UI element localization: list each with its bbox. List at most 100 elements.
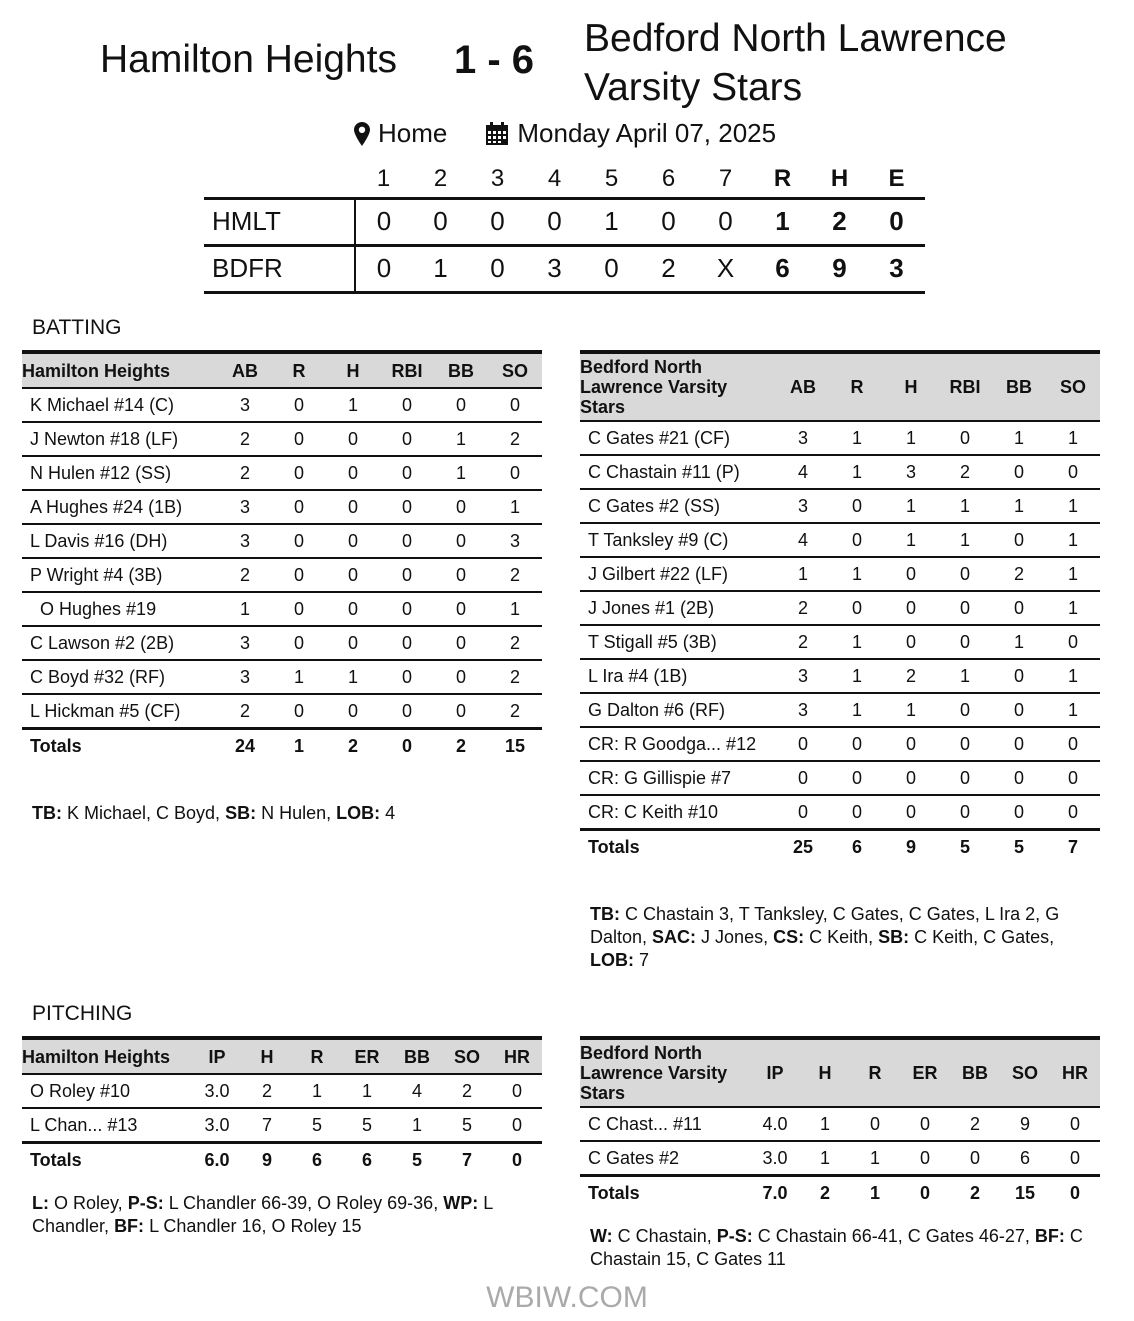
total-value: 2 — [326, 726, 380, 762]
note-label: SB: — [225, 803, 257, 823]
inning-score: 0 — [354, 243, 412, 294]
stat-value: 1 — [272, 660, 326, 695]
table-row: L Ira #4 (1B) 3 1 2 1 0 1 — [580, 659, 1100, 694]
rhe-value: 1 — [754, 196, 811, 245]
stat-column-header: IP — [750, 1036, 800, 1108]
total-value: 15 — [1000, 1173, 1050, 1209]
note-label: P-S: — [716, 1226, 753, 1246]
table-header: Hamilton Heights IP H R ER BB SO HR — [22, 1036, 542, 1075]
totals-label: Totals — [22, 726, 218, 762]
stat-value: 0 — [380, 456, 434, 491]
stat-value: 1 — [884, 489, 938, 524]
player-name: J Jones #1 (2B) — [580, 591, 776, 626]
stat-value: 1 — [1046, 557, 1100, 592]
stat-value: 3 — [776, 489, 830, 524]
table-header: Hamilton Heights AB R H RBI BB SO — [22, 350, 542, 389]
stat-value: 0 — [830, 591, 884, 626]
pitching-away-block: Bedford North Lawrence Varsity Stars IP H R… — [580, 1036, 1100, 1271]
total-value: 5 — [392, 1140, 442, 1176]
player-name: L Chan... #13 — [30, 1114, 138, 1135]
batting-notes-away: TB: C Chastain 3, T Tanksley, C Gates, C… — [580, 903, 1100, 972]
rhe-value: 0 — [868, 196, 925, 245]
player-name: C Gates #2 (SS) — [580, 489, 776, 524]
team-column-header: Bedford North Lawrence Varsity Stars — [580, 350, 776, 422]
stat-value: 6 — [1019, 1147, 1030, 1168]
game-date: Monday April 07, 2025 — [517, 118, 777, 148]
stat-column-header: H — [326, 350, 380, 389]
table-header: Bedford North Lawrence Varsity Stars AB R H… — [580, 350, 1100, 422]
player-name: C Gates #21 (CF) — [580, 421, 776, 456]
stat-column-header: BB — [992, 350, 1046, 422]
stat-value: 1 — [884, 421, 938, 456]
pitching-home-block: Hamilton Heights IP H R ER BB SO HR O Roley #10 3… — [22, 1036, 542, 1238]
table-row: J Gilbert #22 (LF) 1 1 0 0 2 1 — [580, 557, 1100, 592]
total-value: 6.0 — [192, 1140, 242, 1176]
stat-value: 4 — [776, 455, 830, 490]
table-row: C Chastain #11 (P) 4 1 3 2 0 0 — [580, 455, 1100, 490]
stat-value: 0 — [992, 727, 1046, 762]
stat-value: 0 — [293, 700, 304, 721]
player-name: O Hughes #19 — [22, 592, 218, 627]
stat-value: 1 — [488, 490, 542, 525]
stat-value: 0 — [1046, 455, 1100, 490]
stat-value: 2 — [950, 1107, 1000, 1142]
player-name: O Roley #10 — [22, 1074, 192, 1109]
player-name: CR: C Keith #10 — [588, 801, 719, 822]
linescore-col-header: 2 — [433, 165, 448, 193]
stat-value: 0 — [992, 591, 1046, 626]
stat-value: 3 — [218, 524, 272, 559]
player-name: K Michael #14 (C) — [22, 388, 218, 423]
totals-label: Totals — [580, 827, 776, 863]
stat-value: 0 — [938, 421, 992, 456]
note-label: LOB: — [336, 803, 381, 823]
stat-value: 0 — [434, 660, 488, 695]
linescore-col-header: 5 — [604, 165, 619, 193]
stat-value: 0 — [938, 591, 992, 626]
player-name: T Tanksley #9 (C) — [580, 523, 776, 558]
stat-value: 0 — [884, 727, 938, 762]
linescore-col-header: R — [773, 165, 792, 193]
table-row: A Hughes #24 (1B) 3 0 0 0 0 1 — [22, 490, 542, 525]
table-row: C Gates #2 3.0 1 1 0 0 6 0 — [580, 1141, 1100, 1175]
inning-score: X — [697, 243, 754, 294]
map-pin-icon — [354, 121, 370, 146]
linescore-header: 1 2 3 4 5 6 7 R H E — [204, 162, 925, 198]
player-name: C Chast... #11 — [580, 1107, 750, 1142]
stat-value: 0 — [905, 801, 916, 822]
linescore-team: HMLT — [204, 196, 355, 245]
note-value: C Chastain 66-41, C Gates 46-27, — [752, 1226, 1035, 1246]
stat-column-header: SO — [1046, 350, 1100, 422]
stat-value: 0 — [938, 693, 992, 728]
stat-value: 0 — [455, 700, 466, 721]
stat-value: 5 — [311, 1114, 322, 1135]
stat-value: 0 — [938, 727, 992, 762]
player-name: CR: R Goodga... #12 — [580, 727, 776, 762]
note-value: L Chandler 66-39, O Roley 69-36, — [163, 1193, 444, 1213]
table-row: C Gates #2 (SS) 3 0 1 1 1 1 — [580, 489, 1100, 524]
stat-value: 1 — [938, 523, 992, 558]
stat-value: 0 — [1013, 801, 1024, 822]
note-label: SAC: — [652, 927, 697, 947]
stat-value: 0 — [830, 523, 884, 558]
inning-score: 0 — [412, 196, 469, 245]
watermark: WBIW.COM — [486, 1281, 648, 1314]
table-row: C Boyd #32 (RF) 3 1 1 0 0 2 — [22, 660, 542, 695]
batting-section-title: BATTING — [32, 316, 122, 339]
batting-away-block: Bedford North Lawrence Varsity Stars AB R H… — [580, 350, 1100, 972]
note-value: C Chastain, — [612, 1226, 717, 1246]
stat-value: 2 — [509, 700, 520, 721]
stat-value: 0 — [326, 558, 380, 593]
inning-score: 0 — [469, 243, 526, 294]
stat-value: 2 — [218, 422, 272, 457]
stat-column-header: BB — [392, 1036, 442, 1075]
stat-column-header: R — [272, 350, 326, 389]
total-value: 1 — [850, 1173, 900, 1209]
total-value: 7.0 — [750, 1173, 800, 1209]
stat-value: 0 — [380, 660, 434, 695]
stat-value: 1 — [1046, 591, 1100, 626]
stat-value: 0 — [272, 626, 326, 661]
note-label: W: — [590, 1226, 613, 1246]
note-value: N Hulen, — [256, 803, 337, 823]
stat-column-header: AB — [218, 350, 272, 389]
total-value: 15 — [488, 726, 542, 762]
